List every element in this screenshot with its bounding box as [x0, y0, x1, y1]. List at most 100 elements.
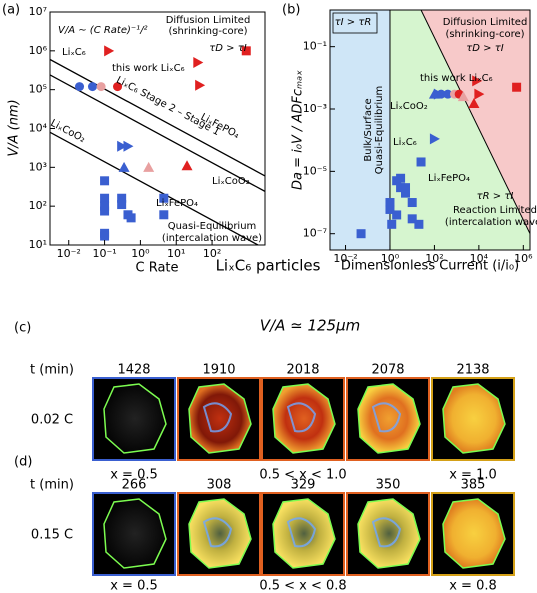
particle	[357, 498, 421, 569]
time-value: 2018	[286, 363, 319, 378]
time-value: 350	[376, 478, 401, 493]
particle	[188, 498, 252, 569]
point	[416, 157, 426, 167]
y-tick-label: 10⁻⁷	[303, 227, 327, 240]
plot-area	[330, 10, 530, 250]
time-value: 385	[461, 478, 486, 493]
time-value: 2078	[371, 363, 404, 378]
panel-label: (d)	[14, 455, 32, 470]
row-heading: V/A ≃ 125μm	[260, 317, 360, 335]
y-tick-label: 10²	[29, 199, 47, 212]
point	[100, 231, 110, 241]
caption: x = 0.8	[449, 579, 497, 593]
particle	[103, 383, 167, 454]
particle	[272, 383, 336, 454]
point	[457, 91, 469, 102]
annotation: LiₓCoO₂	[390, 101, 428, 112]
fit-line	[50, 74, 265, 192]
time-label: t (min)	[30, 363, 74, 378]
point	[407, 214, 417, 224]
x-axis-label: C Rate	[135, 261, 178, 276]
panel-label: (b)	[282, 3, 300, 18]
time-value: 2138	[456, 363, 489, 378]
point	[100, 201, 110, 211]
point	[385, 198, 395, 208]
label-box	[332, 12, 378, 34]
figure-title: LiₓC₆ particles	[216, 257, 321, 275]
annotation: Reaction Limited	[453, 205, 537, 216]
particle	[442, 383, 506, 454]
annotation: LiₓFePO₄	[156, 198, 198, 209]
region	[330, 10, 390, 250]
y-tick-label: 10⁷	[29, 5, 47, 18]
time-value: 308	[207, 478, 232, 493]
particle	[188, 383, 252, 454]
point	[512, 82, 522, 92]
point	[117, 193, 127, 203]
annotation: Quasi-Equilibrium	[374, 86, 385, 175]
phase-boundary	[202, 402, 233, 433]
caption: 0.5 < x < 0.8	[259, 579, 346, 593]
particle	[442, 498, 506, 569]
plot-area	[50, 58, 265, 245]
time-value: 1428	[117, 363, 150, 378]
annotation: (shrinking-core)	[168, 26, 247, 37]
x-tick-label: 10⁻¹	[92, 247, 116, 260]
x-tick-label: 10⁴	[470, 252, 489, 265]
annotation: LiₓC₆	[62, 47, 86, 58]
y-tick-label: 10³	[29, 160, 47, 173]
point	[387, 219, 397, 229]
point	[159, 210, 169, 220]
x-tick-label: 10⁶	[514, 252, 533, 265]
point	[401, 188, 411, 198]
point	[385, 204, 395, 214]
annotation: Bulk/Surface	[363, 98, 374, 161]
caption: x = 1.0	[449, 468, 497, 483]
point	[87, 82, 97, 92]
point	[100, 193, 110, 203]
point	[392, 210, 402, 220]
point	[100, 176, 110, 186]
fit-line	[50, 131, 260, 245]
y-tick-label: 10⁶	[29, 44, 48, 57]
point	[113, 82, 123, 92]
time-label: t (min)	[30, 478, 74, 493]
annotation: τD > τI	[209, 43, 246, 54]
x-axis-label: Dimensionless Current (i/i₀)	[341, 259, 519, 274]
x-tick-label: 10²	[203, 247, 221, 260]
x-tick-label: 10⁻²	[333, 252, 357, 265]
annotation: (intercalation wave)	[445, 217, 537, 228]
phase-boundary	[371, 517, 402, 548]
annotation: LiₓFePO₄	[428, 173, 470, 184]
point	[118, 161, 130, 172]
y-tick-label: 10⁻¹	[303, 40, 327, 53]
annotation: τR > τI	[477, 191, 514, 202]
particle	[103, 498, 167, 569]
phase-boundary	[371, 402, 402, 433]
annotation: this work LiₓC₆	[420, 73, 493, 84]
phase-boundary	[202, 517, 233, 548]
point	[396, 173, 406, 183]
panel-label: (a)	[2, 3, 20, 18]
time-value: 329	[291, 478, 316, 493]
point	[443, 89, 453, 99]
x-tick-label: 10⁻²	[57, 247, 81, 260]
y-tick-label: 10⁻⁵	[303, 164, 327, 177]
particle	[357, 383, 421, 454]
particle	[272, 498, 336, 569]
annotation: this work LiₓC₆	[112, 63, 185, 74]
point	[181, 160, 193, 171]
y-axis-label: V/A (nm)	[7, 99, 22, 156]
annotation: LiₓC₆ Stage 2 – Stage 1	[114, 75, 221, 138]
phase-boundary	[286, 517, 317, 548]
annotation: LiₓC₆	[393, 137, 417, 148]
time-value: 1910	[202, 363, 235, 378]
annotation: (shrinking-core)	[445, 29, 524, 40]
point	[429, 133, 440, 145]
point	[414, 219, 424, 229]
point	[241, 46, 251, 56]
point	[401, 183, 411, 193]
point	[126, 213, 136, 223]
point	[96, 82, 106, 92]
x-tick-label: 10⁰	[381, 252, 400, 265]
